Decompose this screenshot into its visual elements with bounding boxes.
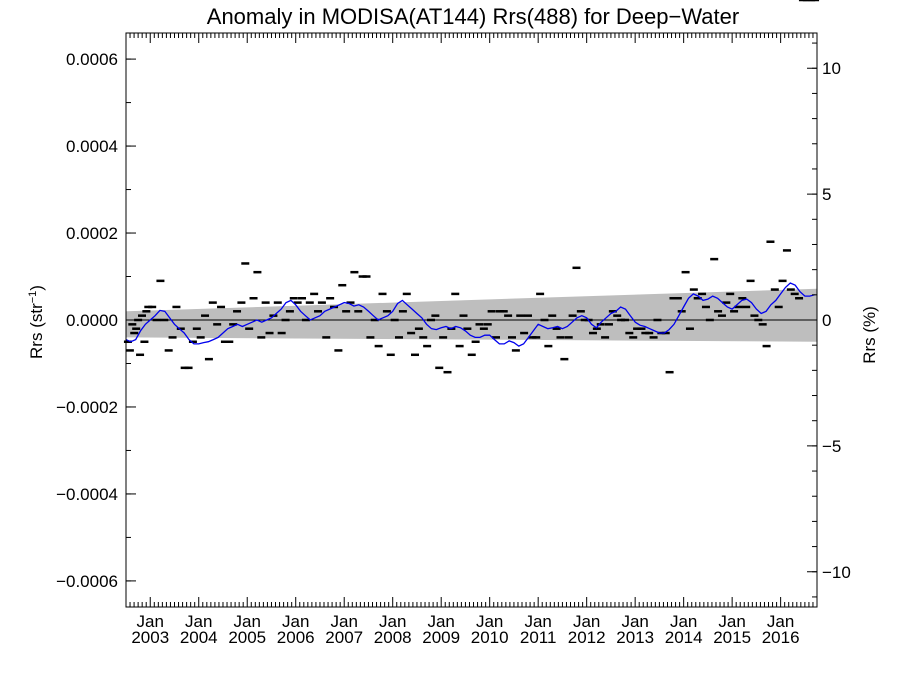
x-tick-year: 2013 [616, 628, 654, 647]
y2-tick-label: 5 [822, 185, 831, 204]
chart-title: Anomaly in MODISA(AT144) Rrs(488) for De… [207, 4, 739, 29]
x-tick-year: 2010 [471, 628, 509, 647]
x-tick-year: 2007 [325, 628, 363, 647]
x-tick-month: Jan [476, 612, 503, 631]
y2-tick-label: 0 [822, 311, 831, 330]
x-tick-month: Jan [330, 612, 357, 631]
y-axis-label-left-superscript: −1 [27, 291, 39, 304]
y-tick-label: 0.0000 [66, 311, 118, 330]
anomaly-markers [123, 0, 820, 374]
x-tick-year: 2011 [520, 628, 557, 647]
y-axis-label-left: Rrs (str−1) [27, 285, 46, 359]
x-tick-year: 2016 [762, 628, 800, 647]
x-tick-month: Jan [573, 612, 600, 631]
y-axis-label-right: Rrs (%) [860, 306, 879, 364]
x-tick-year: 2006 [277, 628, 315, 647]
x-tick-month: Jan [427, 612, 454, 631]
x-tick-month: Jan [621, 612, 648, 631]
y-tick-label: 0.0006 [66, 50, 118, 69]
x-tick-year: 2003 [131, 628, 169, 647]
x-tick-month: Jan [185, 612, 212, 631]
y-tick-label: 0.0002 [66, 224, 118, 243]
x-tick-year: 2015 [713, 628, 751, 647]
x-tick-month: Jan [137, 612, 164, 631]
y-axis-label-left-close: ) [27, 285, 46, 291]
y-tick-label: −0.0002 [56, 398, 118, 417]
x-tick-year: 2009 [422, 628, 460, 647]
running-mean-line [125, 282, 815, 347]
x-tick-month: Jan [282, 612, 309, 631]
x-tick-year: 2012 [568, 628, 606, 647]
x-tick-month: Jan [767, 612, 794, 631]
y-axis-label-left-text: Rrs (str [27, 303, 46, 359]
y-tick-label: 0.0004 [66, 137, 118, 156]
y-tick-label: −0.0006 [56, 572, 118, 591]
left-axis: −0.0006 −0.0004 −0.0002 0.0000 0.0002 0.0004 0… [56, 50, 136, 591]
x-tick-year: 2004 [180, 628, 218, 647]
y2-tick-label: −5 [822, 437, 841, 456]
y2-tick-label: 10 [822, 59, 841, 78]
x-tick-year: 2008 [374, 628, 412, 647]
y-tick-label: −0.0004 [56, 485, 118, 504]
x-tick-month: Jan [524, 612, 551, 631]
x-tick-month: Jan [670, 612, 697, 631]
x-tick-year: 2005 [228, 628, 266, 647]
x-tick-month: Jan [718, 612, 745, 631]
y2-tick-label: −10 [822, 563, 851, 582]
x-tick-month: Jan [234, 612, 261, 631]
plot-area [123, 0, 820, 374]
x-tick-year: 2014 [665, 628, 703, 647]
x-tick-month: Jan [379, 612, 406, 631]
right-axis: −10 −5 0 5 10 [807, 42, 851, 598]
x-axis: Jan2003Jan2004Jan2005Jan2006Jan2007Jan20… [125, 33, 818, 647]
